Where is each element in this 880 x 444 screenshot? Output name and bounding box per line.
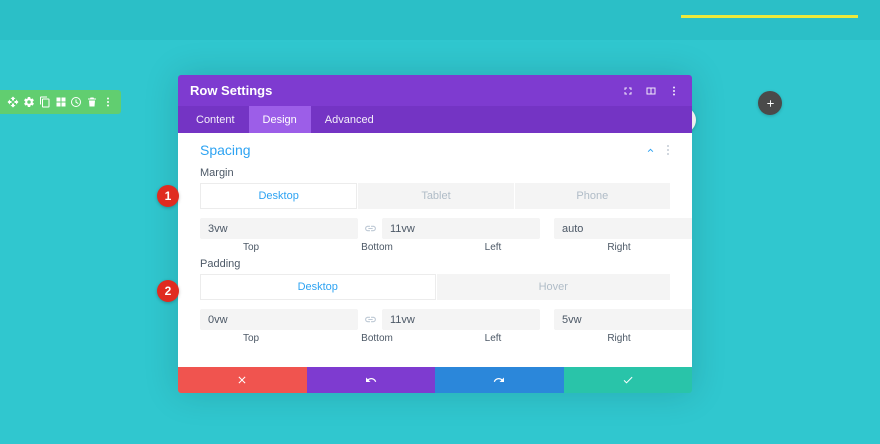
margin-left-right-pair <box>554 218 692 239</box>
move-icon[interactable] <box>7 96 19 108</box>
close-icon <box>238 376 246 384</box>
margin-device-tabs: Desktop Tablet Phone <box>200 183 670 209</box>
more-dots-icon[interactable] <box>102 96 114 108</box>
padding-top-label: Top <box>242 333 260 344</box>
annotation-badge-1: 1 <box>157 185 179 207</box>
link-values-icon[interactable] <box>358 218 382 239</box>
margin-top-input[interactable] <box>200 218 358 239</box>
margin-left-input[interactable] <box>554 218 692 239</box>
undo-button[interactable] <box>306 367 435 393</box>
padding-bottom-label: Bottom <box>361 333 393 344</box>
spacing-section-actions <box>645 144 670 156</box>
redo-button[interactable] <box>435 367 564 393</box>
redo-icon <box>494 377 505 382</box>
padding-fields-row <box>200 309 692 330</box>
padding-bottom-input[interactable] <box>382 309 540 330</box>
check-icon <box>623 376 633 384</box>
more-dots-icon[interactable] <box>666 144 670 156</box>
save-button[interactable] <box>563 367 692 393</box>
trash-icon[interactable] <box>86 96 98 108</box>
layout-icon[interactable] <box>55 96 67 108</box>
margin-fields-row <box>200 218 692 239</box>
spacing-section-header: Spacing <box>200 138 670 162</box>
spacing-section-title[interactable]: Spacing <box>200 142 251 158</box>
link-values-icon[interactable] <box>358 309 382 330</box>
tab-advanced[interactable]: Advanced <box>324 113 374 126</box>
margin-top-bottom-pair <box>200 218 540 239</box>
padding-top-input[interactable] <box>200 309 358 330</box>
modal-header-actions <box>622 85 680 97</box>
expand-icon[interactable] <box>622 85 634 97</box>
margin-bottom-label: Bottom <box>361 242 393 253</box>
padding-left-right-pair <box>554 309 692 330</box>
padding-left-label: Left <box>484 333 502 344</box>
margin-bottom-input[interactable] <box>382 218 540 239</box>
split-view-icon[interactable] <box>645 85 657 97</box>
clock-icon[interactable] <box>70 96 82 108</box>
margin-field-labels: Top Bottom Left Right <box>200 242 670 253</box>
margin-tab-phone[interactable]: Phone <box>514 183 670 209</box>
margin-tab-tablet[interactable]: Tablet <box>358 183 514 209</box>
padding-field-labels: Top Bottom Left Right <box>200 333 670 344</box>
modal-body: Spacing Margin Desktop Tablet Phone <box>178 133 692 367</box>
tab-content[interactable]: Content <box>196 113 235 126</box>
more-dots-icon[interactable] <box>668 85 680 97</box>
margin-top-label: Top <box>242 242 260 253</box>
row-settings-modal: Row Settings Content Design Advanced Spa… <box>178 75 692 393</box>
yellow-divider-line <box>681 15 858 18</box>
padding-tab-hover[interactable]: Hover <box>436 274 670 300</box>
modal-header: Row Settings <box>178 75 692 106</box>
padding-left-input[interactable] <box>554 309 692 330</box>
annotation-badge-2: 2 <box>157 280 179 302</box>
add-button[interactable] <box>758 91 782 115</box>
tab-design[interactable]: Design <box>248 106 311 133</box>
margin-left-label: Left <box>484 242 502 253</box>
discard-button[interactable] <box>178 367 307 393</box>
margin-right-label: Right <box>607 242 631 253</box>
page-header-area <box>0 0 880 40</box>
chevron-up-icon[interactable] <box>645 145 656 156</box>
modal-footer <box>178 367 692 393</box>
duplicate-icon[interactable] <box>39 96 51 108</box>
gear-icon[interactable] <box>23 96 35 108</box>
padding-label: Padding <box>200 258 241 270</box>
margin-tab-desktop[interactable]: Desktop <box>200 183 358 209</box>
padding-tab-desktop[interactable]: Desktop <box>200 274 436 300</box>
padding-device-tabs: Desktop Hover <box>200 274 670 300</box>
padding-top-bottom-pair <box>200 309 540 330</box>
margin-label: Margin <box>200 167 234 179</box>
padding-right-label: Right <box>607 333 631 344</box>
undo-icon <box>365 377 376 382</box>
modal-tab-bar: Content Design Advanced <box>178 106 692 133</box>
modal-title: Row Settings <box>190 83 273 98</box>
plus-icon <box>766 99 774 107</box>
row-toolbar <box>0 90 121 114</box>
